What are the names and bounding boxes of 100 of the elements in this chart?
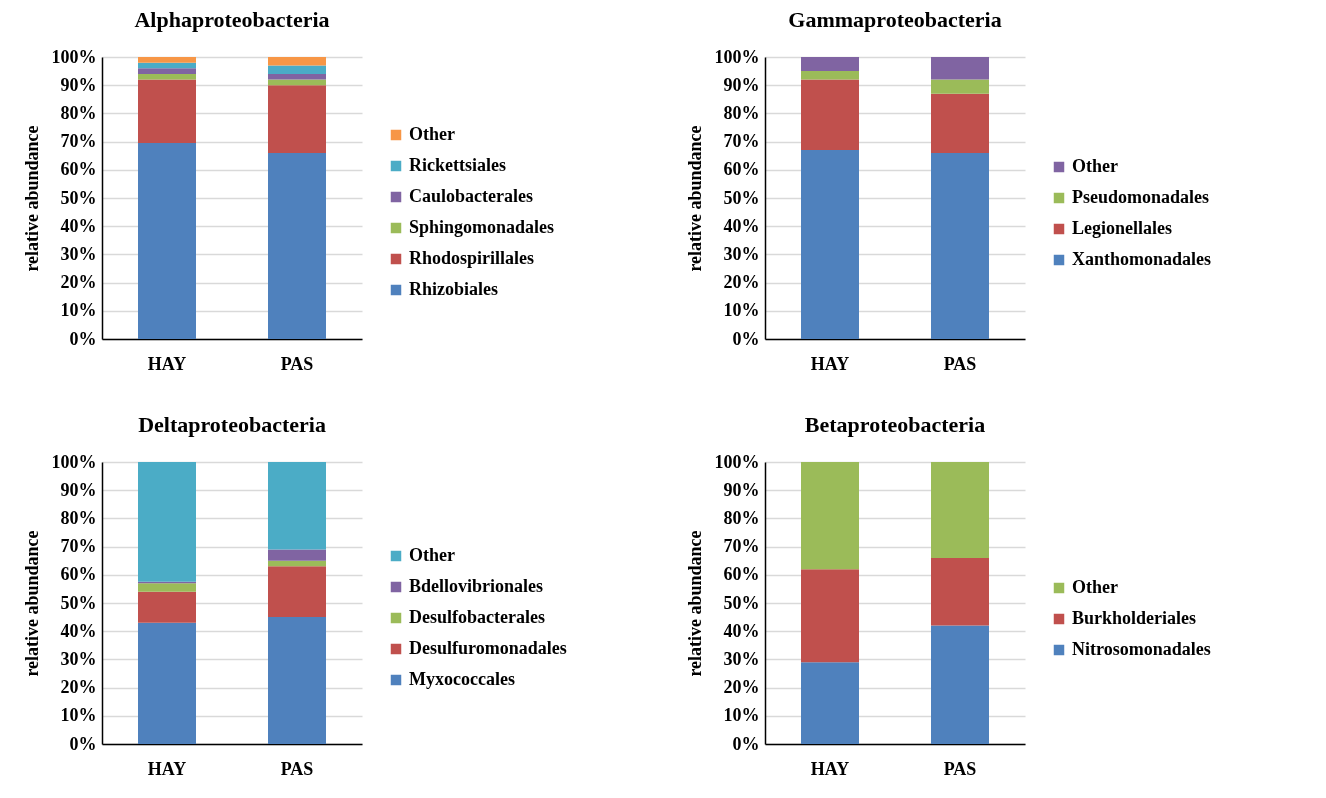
y-tick-label: 0%	[732, 328, 760, 349]
bar	[931, 152, 989, 339]
y-tick-label: 20%	[60, 272, 97, 293]
bar	[138, 591, 196, 623]
y-tick-label: 70%	[60, 131, 97, 152]
y-tick-label: 100%	[714, 451, 760, 472]
chart-title: Deltaproteobacteria	[138, 412, 326, 437]
y-tick-label: 90%	[723, 479, 760, 500]
legend-label: Other	[1072, 156, 1118, 176]
y-tick-label: 80%	[60, 102, 97, 123]
y-tick-label: 60%	[723, 564, 760, 585]
y-tick-label: 30%	[723, 648, 760, 669]
bar	[931, 79, 989, 94]
y-tick-label: 70%	[723, 131, 760, 152]
bar	[931, 557, 989, 626]
bar	[801, 79, 859, 151]
x-tick-label: HAY	[147, 353, 187, 374]
y-tick-label: 30%	[60, 243, 97, 264]
bar	[138, 622, 196, 744]
legend-label: Xanthomonadales	[1072, 249, 1212, 269]
y-tick-label: 100%	[51, 46, 97, 67]
y-tick-label: 100%	[51, 451, 97, 472]
y-tick-label: 30%	[60, 648, 97, 669]
x-tick-label: PAS	[943, 758, 977, 779]
x-tick-label: PAS	[943, 353, 977, 374]
legend-label: Other	[409, 124, 455, 144]
y-tick-label: 50%	[60, 592, 97, 613]
y-tick-label: 50%	[60, 187, 97, 208]
y-axis-title: relative abundance	[21, 125, 42, 272]
y-tick-label: 100%	[714, 46, 760, 67]
bar	[268, 65, 326, 74]
y-axis-title: relative abundance	[684, 125, 705, 272]
bar	[138, 79, 196, 144]
y-tick-label: 80%	[723, 507, 760, 528]
legend-label: Rhodospirillales	[409, 248, 535, 268]
bar	[268, 152, 326, 339]
bar	[801, 150, 859, 339]
y-tick-label: 10%	[60, 705, 97, 726]
y-tick-label: 10%	[723, 705, 760, 726]
bar	[268, 85, 326, 153]
legend-label: Pseudomonadales	[1072, 187, 1210, 207]
y-axis-title: relative abundance	[684, 530, 705, 677]
y-tick-label: 60%	[723, 159, 760, 180]
legend-label: Other	[1072, 577, 1118, 597]
bar	[138, 68, 196, 74]
y-tick-label: 70%	[60, 536, 97, 557]
y-tick-label: 90%	[723, 74, 760, 95]
bar	[931, 93, 989, 153]
y-tick-label: 50%	[723, 187, 760, 208]
bar	[931, 625, 989, 744]
y-tick-label: 30%	[723, 243, 760, 264]
legend-label: Desulfobacterales	[409, 607, 545, 627]
y-tick-label: 80%	[723, 102, 760, 123]
y-tick-label: 40%	[723, 215, 760, 236]
bar	[801, 569, 859, 663]
y-tick-label: 60%	[60, 564, 97, 585]
bar	[268, 617, 326, 744]
bar	[138, 73, 196, 80]
bar	[138, 143, 196, 339]
bar	[138, 583, 196, 592]
y-axis-title: relative abundance	[21, 530, 42, 677]
y-tick-label: 0%	[69, 733, 97, 754]
y-tick-label: 20%	[60, 677, 97, 698]
bar	[268, 57, 326, 66]
y-tick-label: 40%	[723, 620, 760, 641]
x-tick-label: PAS	[280, 353, 314, 374]
chart-title: Gammaproteobacteria	[788, 7, 1002, 32]
bar	[801, 57, 859, 72]
x-tick-label: HAY	[147, 758, 187, 779]
bar	[931, 462, 989, 558]
legend-label: Other	[409, 545, 455, 565]
y-tick-label: 40%	[60, 215, 97, 236]
legend-label: Desulfuromonadales	[409, 638, 567, 658]
bar	[801, 462, 859, 570]
bar	[268, 549, 326, 561]
legend-label: Nitrosomonadales	[1072, 639, 1211, 659]
y-tick-label: 10%	[60, 300, 97, 321]
y-tick-label: 70%	[723, 536, 760, 557]
y-tick-label: 90%	[60, 479, 97, 500]
bar	[801, 71, 859, 80]
bar	[138, 57, 196, 63]
chart-title: Betaproteobacteria	[804, 412, 986, 437]
y-tick-label: 0%	[732, 733, 760, 754]
legend-label: Burkholderiales	[1072, 608, 1197, 628]
x-tick-label: HAY	[810, 353, 850, 374]
y-tick-label: 10%	[723, 300, 760, 321]
bar	[931, 57, 989, 80]
x-tick-label: HAY	[810, 758, 850, 779]
y-tick-label: 20%	[723, 677, 760, 698]
bar	[801, 662, 859, 744]
legend-label: Bdellovibrionales	[409, 576, 544, 596]
bar	[268, 73, 326, 80]
chart-title: Alphaproteobacteria	[134, 7, 330, 32]
y-tick-label: 60%	[60, 159, 97, 180]
y-tick-label: 50%	[723, 592, 760, 613]
x-tick-label: PAS	[280, 758, 314, 779]
legend-label: Rickettsiales	[409, 155, 506, 175]
legend-label: Rhizobiales	[409, 279, 499, 299]
legend-label: Caulobacterales	[409, 186, 533, 206]
y-tick-label: 90%	[60, 74, 97, 95]
